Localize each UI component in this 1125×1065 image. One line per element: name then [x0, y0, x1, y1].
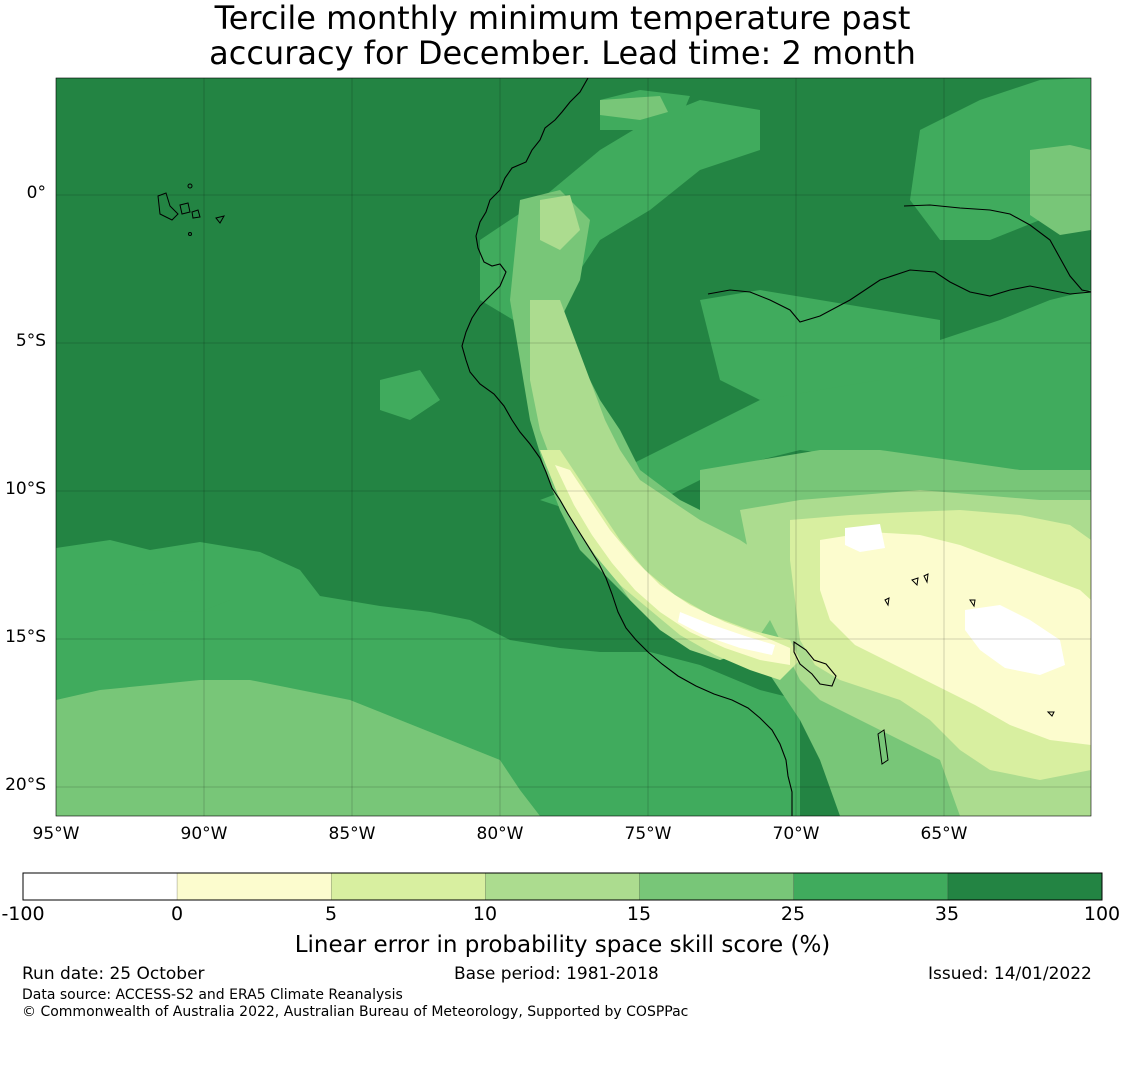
- colorbar: [22, 872, 1103, 901]
- colorbar-tick-25: 25: [780, 903, 806, 925]
- region-below-0: [678, 612, 775, 655]
- base-period: Base period: 1981-2018: [454, 964, 659, 984]
- colorbar-frame: [22, 872, 1103, 901]
- colorbar-segment: [22, 872, 178, 901]
- lat-tick-0: 0°: [26, 183, 46, 203]
- colorbar-label: Linear error in probability space skill …: [294, 932, 831, 958]
- graticule: [56, 78, 1091, 816]
- colorbar-segment: [793, 872, 949, 901]
- colorbar-tick-35: 35: [934, 903, 960, 925]
- lon-tick-90w: 90°W: [180, 824, 228, 844]
- colorbar-segment: [176, 872, 332, 901]
- colorbar-tick-5: 5: [324, 903, 338, 925]
- lat-tick-5s: 5°S: [15, 331, 46, 351]
- lon-tick-80w: 80°W: [476, 824, 524, 844]
- river-amazon: [707, 269, 1091, 323]
- colorbar-tick-100: 100: [1083, 903, 1121, 925]
- lake-titicaca: [793, 640, 837, 687]
- lat-tick-20s: 20°S: [5, 775, 46, 795]
- map-title-line2: accuracy for December. Lead time: 2 mont…: [209, 34, 916, 72]
- colorbar-tick-15: 15: [626, 903, 652, 925]
- issued-date: Issued: 14/01/2022: [928, 964, 1092, 984]
- colorbar-segment: [485, 872, 640, 901]
- lon-tick-75w: 75°W: [624, 824, 672, 844]
- colorbar-segment: [330, 872, 486, 901]
- colorbar-segment: [639, 872, 795, 901]
- lat-tick-10s: 10°S: [5, 479, 46, 499]
- map-title-line1: Tercile monthly minimum temperature past: [214, 0, 911, 37]
- colorbar-segment: [947, 872, 1103, 901]
- colorbar-tick-10: 10: [472, 903, 498, 925]
- data-source: Data source: ACCESS-S2 and ERA5 Climate …: [22, 987, 403, 1003]
- lon-tick-70w: 70°W: [772, 824, 820, 844]
- coastline: [461, 78, 793, 816]
- colorbar-tick-0: 0: [170, 903, 184, 925]
- region-15-25: [56, 680, 540, 816]
- lat-tick-15s: 15°S: [5, 627, 46, 647]
- run-date: Run date: 25 October: [22, 964, 205, 984]
- copyright: © Commonwealth of Australia 2022, Austra…: [22, 1004, 689, 1020]
- skill-score-field: [56, 78, 1091, 816]
- colorbar-tick-minus100: -100: [1, 903, 45, 925]
- lon-tick-85w: 85°W: [328, 824, 376, 844]
- lon-tick-65w: 65°W: [920, 824, 968, 844]
- galapagos-islands: [157, 183, 226, 236]
- region-10-15: [530, 300, 780, 660]
- lon-tick-95w: 95°W: [32, 824, 80, 844]
